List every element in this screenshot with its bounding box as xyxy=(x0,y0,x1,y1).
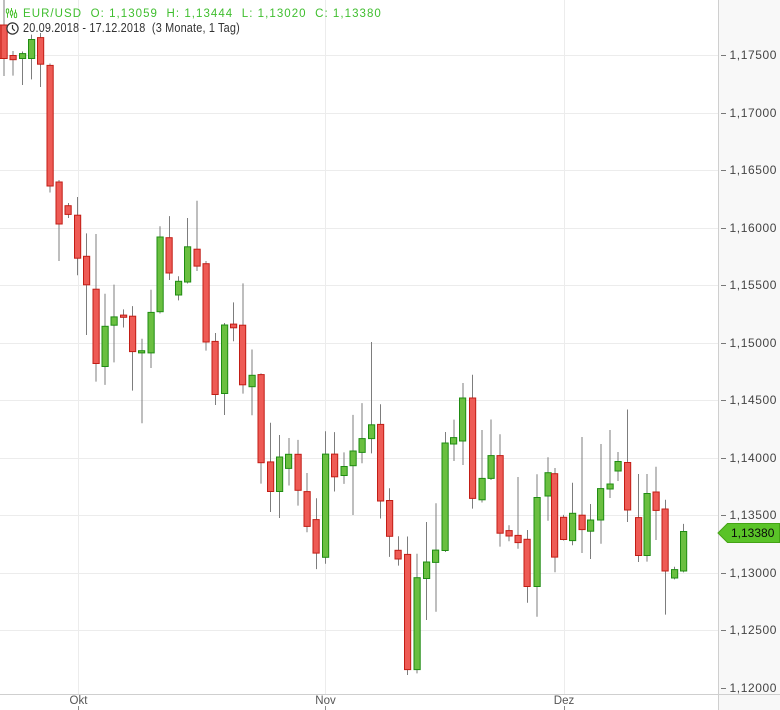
svg-text:1,13380: 1,13380 xyxy=(731,526,775,540)
